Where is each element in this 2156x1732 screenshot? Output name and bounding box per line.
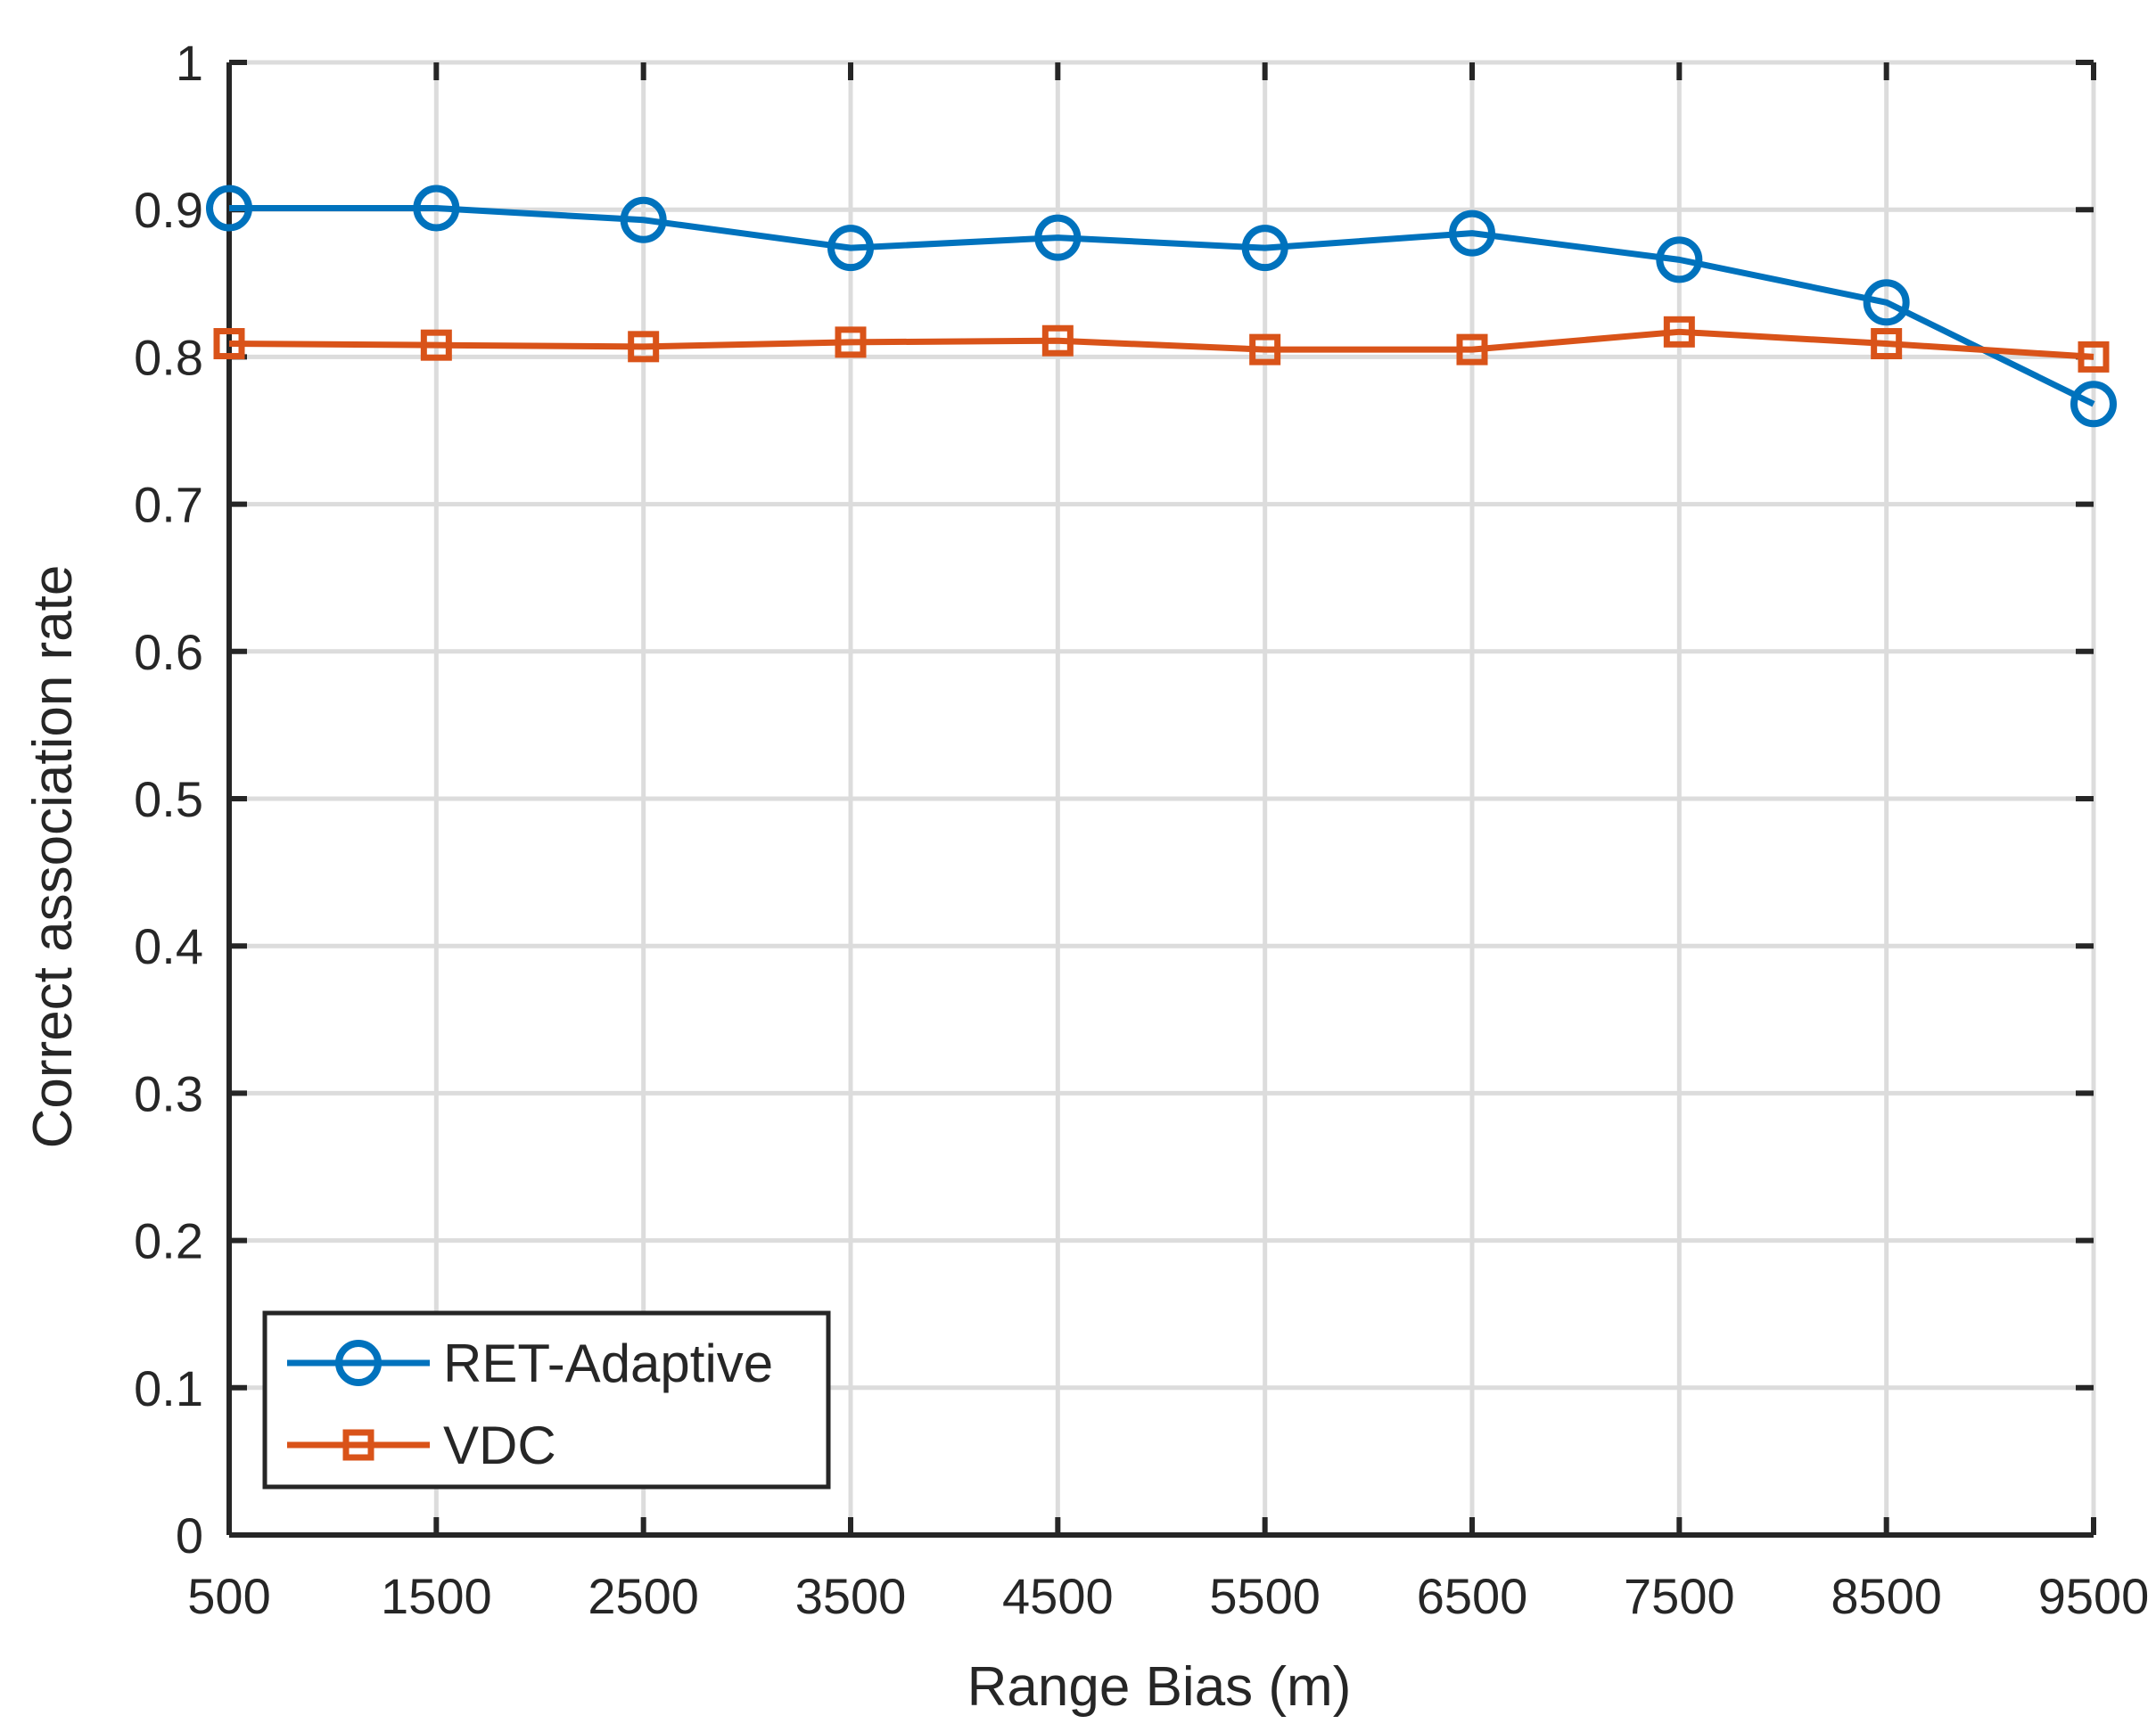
y-tick-label: 0.4	[134, 918, 203, 974]
data-point-square	[213, 328, 245, 360]
data-point-square	[420, 329, 452, 361]
series-circle	[206, 185, 2117, 428]
y-tick-label: 0.6	[134, 624, 203, 680]
y-tick-label: 0.2	[134, 1213, 203, 1269]
data-point-circle	[620, 196, 667, 243]
x-tick-label: 6500	[1417, 1568, 1528, 1624]
x-tick-label: 500	[187, 1568, 270, 1624]
legend-label: VDC	[443, 1416, 556, 1475]
data-point-circle	[1863, 279, 1910, 326]
x-tick-label: 2500	[588, 1568, 699, 1624]
y-tick-label: 0.5	[134, 771, 203, 827]
data-point-square	[1249, 333, 1281, 365]
data-point-square	[1663, 316, 1695, 348]
y-tick-label: 0.9	[134, 182, 203, 238]
legend-label: RET-Adaptive	[443, 1334, 773, 1393]
y-axis-label: Correct association rate	[22, 565, 84, 1149]
y-tick-label: 0.7	[134, 477, 203, 533]
series-square	[213, 316, 2110, 373]
x-axis-label: Range Bias (m)	[967, 1656, 1352, 1718]
data-point-square	[628, 331, 660, 363]
x-tick-label: 4500	[1002, 1568, 1114, 1624]
x-tick-label: 9500	[2038, 1568, 2150, 1624]
data-point-square	[835, 326, 867, 358]
data-point-square	[1041, 324, 1074, 357]
data-point-square	[2078, 341, 2110, 373]
data-point-circle	[2070, 381, 2117, 428]
data-point-circle	[1034, 214, 1082, 261]
x-tick-label: 8500	[1831, 1568, 1942, 1624]
x-tick-label: 1500	[381, 1568, 492, 1624]
series-group	[206, 185, 2117, 428]
legend: RET-Adaptive VDC	[262, 1310, 831, 1490]
data-point-circle	[1449, 209, 1495, 257]
y-tick-label: 0.8	[134, 329, 203, 385]
x-tick-label: 7500	[1624, 1568, 1735, 1624]
legend-marker-circle	[335, 1340, 382, 1386]
data-point-circle	[1656, 236, 1703, 283]
y-tick-label: 0.3	[134, 1065, 203, 1121]
y-tick-label: 0	[176, 1507, 203, 1564]
data-point-square	[1871, 328, 1903, 360]
data-point-circle	[1241, 225, 1288, 272]
y-tick-label: 1	[176, 35, 203, 91]
data-point-circle	[827, 225, 874, 272]
series-line	[229, 205, 2095, 407]
data-point-circle	[413, 185, 460, 232]
series-line	[228, 328, 2094, 360]
legend-marker-square	[342, 1429, 374, 1461]
x-tick-label: 3500	[795, 1568, 907, 1624]
data-point-square	[1456, 333, 1488, 365]
x-tick-label: 5500	[1209, 1568, 1321, 1624]
y-tick-label: 0.1	[134, 1360, 203, 1416]
data-point-circle	[206, 185, 252, 232]
